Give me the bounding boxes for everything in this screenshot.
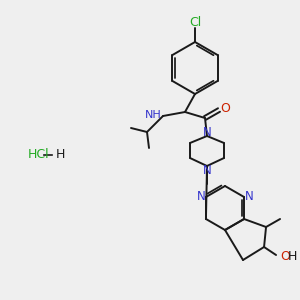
- Text: O: O: [280, 250, 290, 262]
- Text: Cl: Cl: [189, 16, 201, 28]
- Text: N: N: [245, 190, 254, 203]
- Text: N: N: [202, 164, 211, 176]
- Text: N: N: [196, 190, 205, 203]
- Text: NH: NH: [145, 110, 162, 120]
- Text: H: H: [56, 148, 65, 161]
- Text: N: N: [202, 127, 211, 140]
- Text: O: O: [220, 103, 230, 116]
- Text: H: H: [288, 250, 297, 262]
- Text: HCl: HCl: [28, 148, 50, 161]
